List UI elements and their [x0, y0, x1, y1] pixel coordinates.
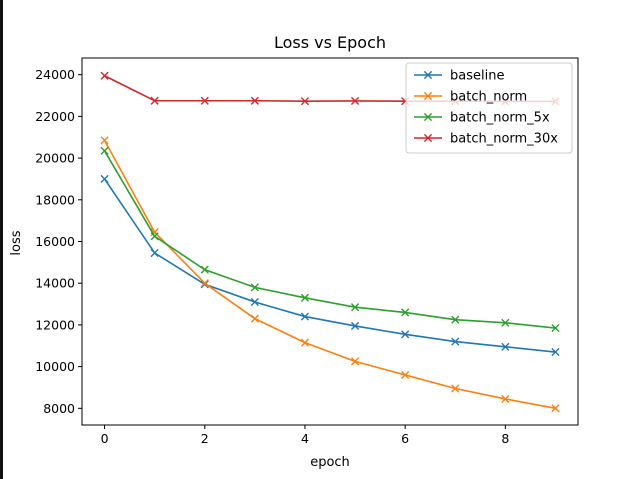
legend-item-batch_norm_30x: batch_norm_30x — [414, 132, 558, 147]
data-point — [350, 321, 360, 331]
data-point — [350, 357, 360, 366]
y-tick-label: 14000 — [35, 276, 75, 291]
legend-label: batch_norm_30x — [450, 132, 558, 147]
legend-marker — [423, 70, 433, 80]
y-tick-label: 10000 — [35, 359, 75, 374]
legend-item-batch_norm_5x: batch_norm_5x — [414, 111, 550, 126]
data-point — [501, 342, 510, 351]
data-point — [350, 303, 360, 312]
x-axis-label: epoch — [310, 455, 350, 470]
series-batch_norm — [100, 136, 560, 413]
data-point — [200, 279, 209, 288]
x-tick-label: 4 — [301, 431, 309, 446]
series-line-batch_norm_5x — [103, 150, 556, 329]
data-point — [150, 248, 159, 258]
data-point — [100, 174, 109, 184]
x-tick-label: 6 — [401, 431, 409, 446]
legend-marker — [423, 112, 433, 122]
data-point — [300, 338, 310, 347]
data-point — [300, 312, 310, 321]
data-point — [200, 96, 209, 105]
y-tick-label: 20000 — [35, 151, 75, 166]
left-edge-strip — [0, 0, 3, 479]
data-point — [401, 330, 410, 339]
y-tick-label: 16000 — [35, 234, 75, 249]
data-point — [150, 96, 159, 105]
series-layer — [100, 71, 560, 413]
series-line-baseline — [103, 178, 556, 353]
data-point — [501, 394, 510, 404]
data-point — [100, 136, 109, 145]
legend: baseline batch_norm batch_norm_5x batch_nor… — [405, 62, 573, 154]
chart-title: Loss vs Epoch — [274, 33, 386, 52]
data-point — [350, 96, 360, 106]
y-tick-label: 22000 — [35, 109, 75, 124]
y-axis-label: loss — [9, 230, 24, 255]
data-point — [250, 314, 259, 323]
data-point — [250, 96, 259, 105]
legend-box — [405, 62, 573, 154]
data-point — [200, 265, 209, 274]
data-point — [100, 71, 109, 80]
data-point — [300, 97, 310, 106]
series-line-batch_norm — [103, 139, 556, 410]
y-tick-label: 8000 — [43, 401, 75, 416]
data-point — [501, 318, 510, 327]
series-baseline — [100, 174, 560, 357]
y-tick-label: 12000 — [35, 317, 75, 332]
data-point — [451, 337, 460, 346]
data-point — [551, 323, 560, 333]
data-point — [451, 315, 460, 324]
x-axis: 0 2 4 6 8 — [101, 425, 509, 446]
legend-marker — [423, 91, 433, 101]
data-point — [551, 347, 560, 357]
data-point — [451, 384, 460, 393]
data-point — [250, 297, 259, 307]
data-point — [150, 232, 159, 241]
data-point — [401, 370, 410, 380]
data-point — [551, 404, 560, 413]
data-point — [401, 308, 410, 317]
legend-label: baseline — [450, 69, 504, 84]
x-tick-label: 0 — [101, 431, 109, 446]
legend-label: batch_norm — [450, 90, 527, 105]
data-point — [300, 293, 310, 302]
legend-item-batch_norm: batch_norm — [414, 90, 527, 105]
data-point — [250, 283, 259, 292]
y-tick-label: 24000 — [35, 67, 75, 82]
legend-marker — [423, 133, 433, 143]
y-tick-label: 18000 — [35, 192, 75, 207]
x-tick-label: 8 — [501, 431, 509, 446]
series-batch_norm_5x — [100, 146, 560, 333]
legend-item-baseline: baseline — [414, 69, 504, 84]
y-axis: 8000 10000 12000 14000 16000 18000 20000 22000 2… — [35, 67, 82, 416]
x-tick-label: 2 — [201, 431, 209, 446]
data-point — [100, 146, 109, 155]
legend-label: batch_norm_5x — [450, 111, 550, 126]
